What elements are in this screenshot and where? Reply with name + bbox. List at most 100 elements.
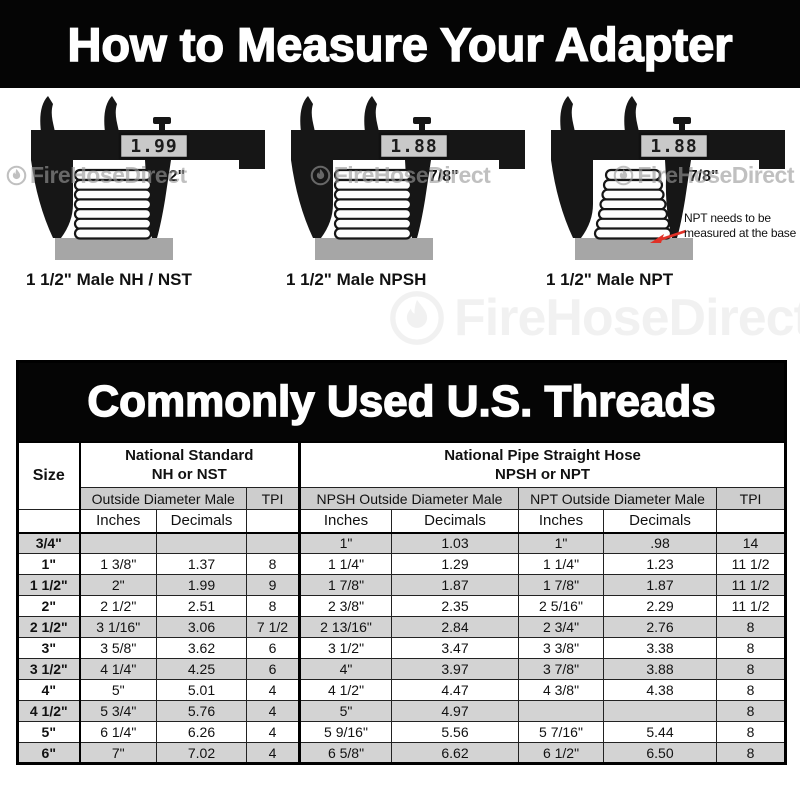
caliper-illustration: 1.88 1 7/8" (291, 96, 525, 260)
figure-caption: 1 1/2" Male NH / NST (26, 270, 192, 289)
caliper-illustration: 1.99 2" (31, 96, 265, 260)
col-group-national-pipe: National Pipe Straight Hose NPSH or NPT (298, 441, 787, 488)
red-arrow-icon (650, 229, 687, 243)
value-cell: 3.47 (391, 637, 519, 659)
value-cell: 4 (246, 742, 301, 764)
value-cell: 4.47 (391, 679, 519, 701)
value-cell: 4.38 (603, 679, 717, 701)
value-cell: 2 3/8" (299, 595, 392, 617)
value-cell: 1.99 (156, 574, 247, 596)
value-cell: 1.87 (391, 574, 519, 596)
table-row: 1 1/2" 2" 1.99 9 1 7/8" 1.87 1 7/8" 1.87 11 1/2 (17, 574, 787, 596)
value-cell: 3 1/16" (79, 616, 157, 638)
value-cell: 2.76 (603, 616, 717, 638)
size-cell: 4 1/2" (17, 700, 81, 722)
thread-stack (73, 168, 153, 240)
value-cell: 4 1/2" (299, 679, 392, 701)
value-cell: 7" (79, 742, 157, 764)
value-cell (79, 532, 157, 554)
group-label-line: NH or NST (151, 465, 227, 483)
caliper-figure-npsh: 1.88 1 7/8" 1 1/2" Male NPSH (276, 92, 528, 290)
value-cell: 8 (715, 616, 787, 638)
value-cell: 5 7/16" (518, 721, 604, 743)
value-cell: 1 3/8" (79, 553, 157, 575)
value-cell: 2.29 (603, 595, 717, 617)
value-cell: 4 1/4" (79, 658, 157, 680)
subheader-npt-outside: NPT Outside Diameter Male (518, 487, 717, 510)
value-cell: 4" (299, 658, 392, 680)
value-cell: 6 1/2" (518, 742, 604, 764)
value-cell: 2.84 (391, 616, 519, 638)
value-cell: 8 (246, 595, 301, 617)
value-cell: 6.50 (603, 742, 717, 764)
units-decimals: Decimals (156, 509, 247, 534)
value-cell: 1.87 (603, 574, 717, 596)
size-cell: 3 1/2" (17, 658, 81, 680)
table-row: 3/4" 1" 1.03 1" .98 14 (17, 532, 787, 554)
value-cell: 6.62 (391, 742, 519, 764)
value-cell (603, 700, 717, 722)
table-title: Commonly Used U.S. Threads (16, 361, 787, 443)
value-cell: 5" (299, 700, 392, 722)
measurement-label: 2" (169, 168, 185, 185)
value-cell: 8 (715, 721, 787, 743)
col-group-national-standard: National Standard NH or NST (79, 441, 301, 488)
figure-caption: 1 1/2" Male NPSH (286, 270, 427, 289)
caliper-figure-npt: 1.88 1 7/8" 1 1/2" Male NPT NPT needs to… (536, 92, 796, 290)
value-cell: 2" (79, 574, 157, 596)
caliper-display (118, 132, 190, 160)
value-cell: 1.37 (156, 553, 247, 575)
value-cell: 3 1/2" (299, 637, 392, 659)
value-cell: 4 (246, 679, 301, 701)
value-cell: 3 7/8" (518, 658, 604, 680)
watermark-text: FireHoseDirect (454, 289, 800, 347)
value-cell: 8 (715, 637, 787, 659)
value-cell: 4.97 (391, 700, 519, 722)
threads-table-body: 3/4" 1" 1.03 1" .98 14 1" 1 3/8" 1.37 8 1 1/4" 1.29… (17, 532, 787, 764)
value-cell: 1 7/8" (299, 574, 392, 596)
value-cell: 1 1/4" (518, 553, 604, 575)
value-cell: 3 3/8" (518, 637, 604, 659)
units-blank (17, 509, 81, 534)
caliper-figures-row: FireHoseDirect FireHoseDirect FireHoseDi… (0, 88, 800, 290)
measurement-label: 1 7/8" (415, 168, 458, 185)
table-row: 4" 5" 5.01 4 4 1/2" 4.47 4 3/8" 4.38 8 (17, 679, 787, 701)
value-cell: 3.38 (603, 637, 717, 659)
value-cell: 5" (79, 679, 157, 701)
size-cell: 3/4" (17, 532, 81, 554)
value-cell: 2.51 (156, 595, 247, 617)
units-inches: Inches (518, 509, 604, 534)
value-cell: 8 (715, 658, 787, 680)
units-blank (246, 509, 301, 534)
value-cell: 1 1/4" (299, 553, 392, 575)
value-cell: 4 (246, 700, 301, 722)
value-cell: 4.25 (156, 658, 247, 680)
size-cell: 5" (17, 721, 81, 743)
value-cell: 5.01 (156, 679, 247, 701)
table-row: 1" 1 3/8" 1.37 8 1 1/4" 1.29 1 1/4" 1.23 11 1/2 (17, 553, 787, 575)
table-row: 4 1/2" 5 3/4" 5.76 4 5" 4.97 8 (17, 700, 787, 722)
table-row: 6" 7" 7.02 4 6 5/8" 6.62 6 1/2" 6.50 8 (17, 742, 787, 764)
caliper-reading: 1.88 (390, 136, 437, 157)
col-header-size: Size (17, 441, 81, 510)
value-cell: 8 (246, 553, 301, 575)
size-cell: 6" (17, 742, 81, 764)
size-cell: 1" (17, 553, 81, 575)
value-cell: 9 (246, 574, 301, 596)
table-row: 3 1/2" 4 1/4" 4.25 6 4" 3.97 3 7/8" 3.88 8 (17, 658, 787, 680)
watermark-large: FireHoseDirect (388, 288, 800, 348)
caliper-reading: 1.88 (650, 136, 697, 157)
value-cell (518, 700, 604, 722)
value-cell: 2 13/16" (299, 616, 392, 638)
value-cell: 7 1/2 (246, 616, 301, 638)
size-cell: 2" (17, 595, 81, 617)
value-cell: 2 1/2" (79, 595, 157, 617)
value-cell: 6 5/8" (299, 742, 392, 764)
table-row: 2" 2 1/2" 2.51 8 2 3/8" 2.35 2 5/16" 2.29 11 1/2 (17, 595, 787, 617)
value-cell: 2.35 (391, 595, 519, 617)
value-cell: 1.23 (603, 553, 717, 575)
value-cell: 8 (715, 742, 787, 764)
subheader-tpi: TPI (715, 487, 787, 510)
group-label-line: National Pipe Straight Hose (444, 446, 641, 464)
subheader-tpi: TPI (246, 487, 301, 510)
